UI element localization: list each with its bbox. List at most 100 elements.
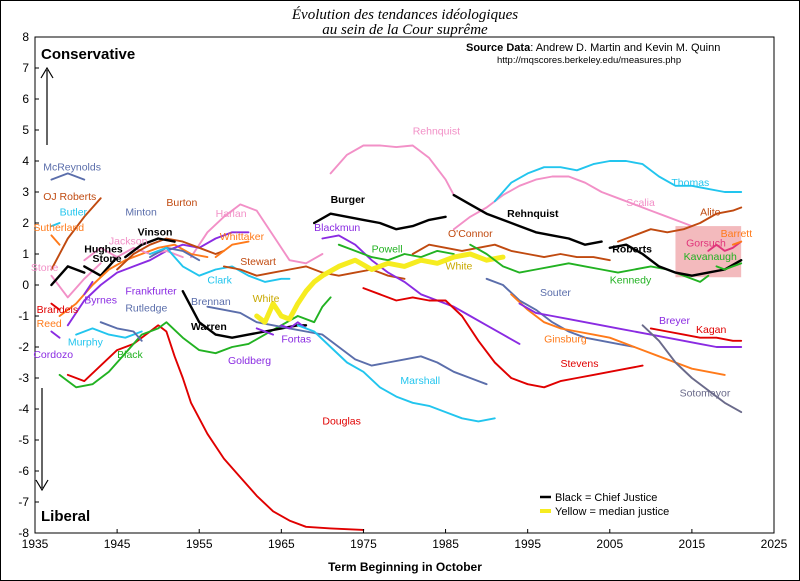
series-line-thomas [493,160,743,203]
x-tick-label: 1935 [22,537,49,551]
y-tick-label: 8 [22,30,29,44]
series-line-goldberg [255,327,275,336]
series-line-rutledge [99,321,143,342]
series-label-kennedy: Kennedy [610,274,652,286]
series-label-rutledge: Rutledge [125,302,167,314]
series-line-burger [313,212,447,231]
series-label-brandeis: Brandeis [37,304,78,316]
series-label-cordozo: Cordozo [33,349,73,361]
y-tick-label: 2 [22,216,29,230]
y-ticks: -8 -7 -6 -5 -4 -3 -2 -1 0 1 2 3 4 5 6 7 8 [18,30,39,540]
y-tick-label: -8 [18,526,29,540]
series-label-sutherland: Sutherland [33,222,84,234]
series-label-goldberg: Goldberg [228,355,271,367]
series-label-vinson: Vinson [138,226,173,238]
series-line-stevens [362,287,644,389]
series-line-gorsuch [707,240,743,252]
series-label-stewart: Stewart [240,256,276,268]
series-label-sotomayor: Sotomayor [680,388,731,400]
series-line-clark [149,246,291,283]
y-tick-label: 5 [22,123,29,137]
x-tick-label: 1955 [186,537,213,551]
series-line-murphy [75,327,143,339]
legend-black: Black = Chief Justice [555,492,657,504]
series-line-ginsburg [510,293,726,376]
top-label: Conservative [41,46,135,63]
series-label-harlan: Harlan [216,208,247,220]
series-label-fortas: Fortas [281,333,311,345]
up-arrow-icon [40,66,54,79]
series-line-sotomayor [641,324,743,414]
series-line-sutherland [50,234,61,246]
series-label-barrett: Barrett [721,228,753,240]
y-tick-label: -5 [18,433,29,447]
series-line-rehnquist [329,144,455,197]
series-label-souter: Souter [540,287,571,299]
series-label-black: Black [117,349,143,361]
series-label-burger: Burger [331,194,365,206]
series-line-vinson [124,237,176,259]
series-label-rehnquist: Rehnquist [507,208,559,220]
y-tick-label: -7 [18,495,29,509]
x-tick-label: 1965 [268,537,295,551]
series-line-hughes [50,265,86,287]
down-arrow-icon [35,479,49,492]
series-label-warren: Warren [191,321,227,333]
series-line-minton [149,246,201,262]
series-label-white: White [446,261,473,273]
series-line-harlan [190,203,324,265]
x-tick-label: 1975 [350,537,377,551]
source-url: http://mqscores.berkeley.edu/measures.ph… [497,55,681,66]
series-label-rehnquist: Rehnquist [413,126,460,138]
series-line-black [58,296,332,389]
series-line-kavanaugh [715,262,743,271]
series-label-hughes: Hughes [84,243,123,255]
series-labels: Douglas Rehnquist Harlan McReynolds OJ Rober… [31,126,752,428]
series-line-marshall [296,324,496,423]
y-tick-label: 7 [22,61,29,75]
series-label-mcreynolds: McReynolds [43,161,101,173]
x-tick-label: 1985 [432,537,459,551]
series-label-gorsuch: Gorsuch [686,237,726,249]
y-tick-label: -1 [18,309,29,323]
source-text: : Andrew D. Martin and Kevin M. Quinn [530,42,720,54]
series-line-cordozo [50,330,61,339]
y-tick-label: 0 [22,278,29,292]
series-label-whittaker: Whittaker [220,231,265,243]
series-line-oj-roberts [50,197,102,271]
series-label-ginsburg: Ginsburg [544,333,587,345]
series-label-alito: Alito [700,206,721,218]
series-label-thomas: Thomas [671,177,709,189]
x-tick-label: 2015 [679,537,706,551]
series-line-butler [50,222,61,228]
y-tick-label: 1 [22,247,29,261]
series-line-white [319,251,506,279]
series-line-souter [485,277,636,348]
series-line-douglas [66,324,365,531]
series-label-brennan: Brennan [191,296,231,308]
series-label-marshall: Marshall [400,375,440,387]
series-line-breyer [518,302,743,348]
y-tick-label: 6 [22,92,29,106]
series-label-roberts: Roberts [612,243,652,255]
series-label-stevens: Stevens [561,358,599,370]
bottom-label: Liberal [41,508,90,525]
series-label-blackmun: Blackmun [314,222,360,234]
series-line-barrett [731,240,743,246]
y-tick-label: 4 [22,154,29,168]
y-tick-label: -2 [18,340,29,354]
series-label-frankfurter: Frankfurter [125,285,177,297]
x-tick-label: 2025 [761,537,788,551]
series-label-butler: Butler [60,206,88,218]
source-line: Source Data: Andrew D. Martin and Kevin … [466,42,720,54]
y-tick-label: -3 [18,371,29,385]
source-label: Source Data [466,42,531,54]
series-line-jackson [83,246,184,262]
series-label-minton: Minton [125,206,157,218]
series-line-o-connor [411,243,611,262]
series-line-burton [116,237,225,271]
series-line-alito [617,206,743,243]
series-line-frankfurter [66,231,250,327]
series-line-white [254,273,325,325]
